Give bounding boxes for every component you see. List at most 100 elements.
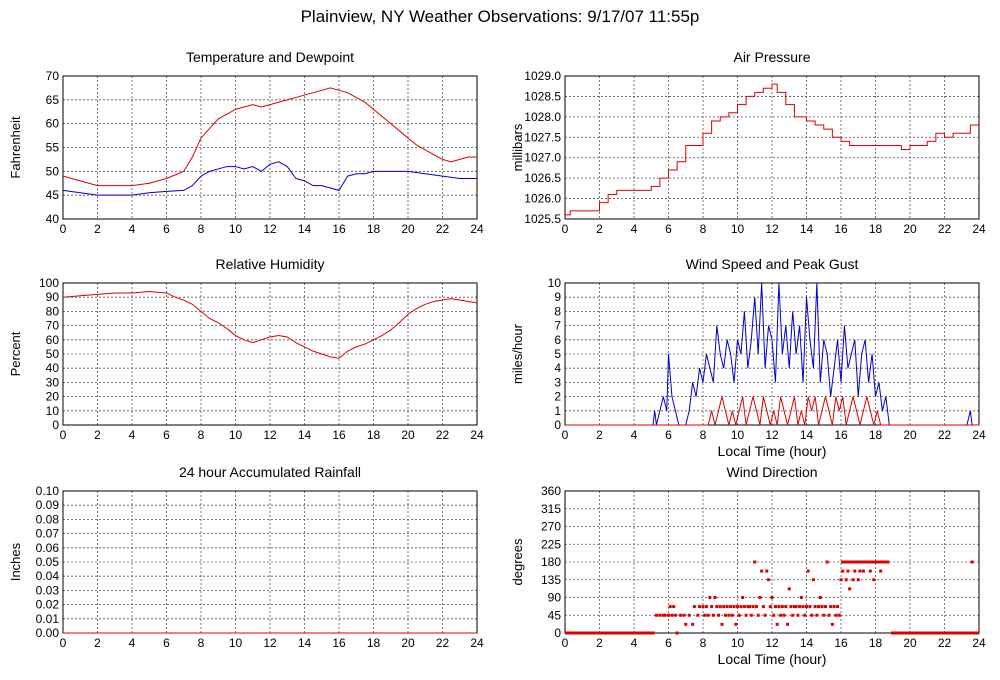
- direction-series-0-point: [663, 613, 667, 617]
- direction-series-0-point: [679, 613, 683, 617]
- direction-xtick-label: 2: [596, 636, 603, 650]
- direction-series-0-point: [756, 613, 760, 617]
- wind-xtick-label: 12: [765, 428, 779, 442]
- humidity-ytick-label: 20: [46, 390, 60, 404]
- direction-series-0-point: [734, 622, 738, 626]
- rain-ytick-label: 0.01: [36, 612, 60, 626]
- direction-xtick-label: 20: [903, 636, 917, 650]
- direction-series-0-point: [780, 605, 784, 609]
- humidity-ytick-label: 50: [46, 347, 60, 361]
- pressure-ytick-label: 1026.5: [524, 171, 561, 185]
- pressure-series-0-line: [565, 83, 979, 216]
- direction-series-0-point: [775, 622, 779, 626]
- direction-xtick-label: 10: [731, 636, 745, 650]
- direction-series-0-point: [836, 605, 840, 609]
- direction-series-0-point: [851, 578, 855, 582]
- rain-ytick-label: 0.10: [36, 484, 60, 498]
- direction-series-0-point: [746, 605, 750, 609]
- wind-ytick-label: 1: [554, 404, 561, 418]
- humidity-xtick-label: 24: [470, 428, 484, 442]
- direction-xtick-label: 24: [972, 636, 986, 650]
- wind-ytick-label: 8: [554, 304, 561, 318]
- pressure-xtick-label: 12: [765, 222, 779, 236]
- direction-series-0-point: [765, 569, 769, 573]
- rain-xtick-label: 18: [367, 636, 381, 650]
- temp-ytick-label: 40: [46, 212, 60, 226]
- temp-ytick-label: 50: [46, 164, 60, 178]
- rain-ytick-label: 0.04: [36, 569, 60, 583]
- temp-ytick-label: 60: [46, 117, 60, 131]
- wind-xtick-label: 10: [731, 428, 745, 442]
- direction-ylabel: degrees: [510, 538, 525, 585]
- pressure-ytick-label: 1028.5: [524, 89, 561, 103]
- direction-series-0-point: [837, 613, 841, 617]
- direction-series-0-point: [717, 613, 721, 617]
- pressure-xtick-label: 6: [665, 222, 672, 236]
- wind-xtick-label: 2: [596, 428, 603, 442]
- pressure-xtick-label: 4: [631, 222, 638, 236]
- direction-series-0-point: [741, 596, 745, 599]
- direction-series-0-point: [748, 605, 752, 609]
- direction-series-0-point: [696, 613, 700, 617]
- direction-series-0-point: [789, 605, 793, 609]
- direction-xtick-label: 16: [834, 636, 848, 650]
- direction-series-0-point: [792, 605, 796, 609]
- direction-xtick-label: 18: [869, 636, 883, 650]
- rain-ytick-label: 0.07: [36, 527, 60, 541]
- direction-series-0-point: [684, 622, 688, 626]
- direction-series-0-point: [729, 605, 733, 609]
- humidity-ylabel: Percent: [8, 331, 23, 376]
- direction-series-0-point: [713, 596, 717, 599]
- direction-series-0-point: [886, 560, 890, 564]
- direction-series-0-point: [770, 596, 774, 599]
- wind-title: Wind Speed and Peak Gust: [686, 256, 859, 272]
- direction-series-0-point: [720, 622, 724, 626]
- wind-xtick-label: 18: [869, 428, 883, 442]
- wind-xtick-label: 4: [631, 428, 638, 442]
- direction-series-0-point: [799, 596, 803, 599]
- rain-ytick-label: 0.03: [36, 583, 60, 597]
- wind-ylabel: miles/hour: [510, 323, 525, 384]
- wind-xtick-label: 22: [938, 428, 952, 442]
- pressure-xtick-label: 2: [596, 222, 603, 236]
- wind-ytick-label: 10: [548, 276, 562, 290]
- temp-title: Temperature and Dewpoint: [186, 49, 354, 65]
- humidity-ytick-label: 30: [46, 375, 60, 389]
- pressure-ylabel: millibars: [510, 123, 525, 171]
- temp-xtick-label: 4: [129, 222, 136, 236]
- direction-series-0-point: [794, 605, 798, 609]
- direction-series-0-point: [668, 605, 672, 609]
- direction-series-0-point: [725, 605, 729, 609]
- temp-xtick-label: 10: [229, 222, 243, 236]
- direction-series-0-point: [711, 613, 715, 617]
- rain-xtick-label: 14: [298, 636, 312, 650]
- direction-ytick-label: 45: [548, 608, 562, 622]
- humidity-ytick-label: 60: [46, 333, 60, 347]
- direction-ytick-label: 135: [541, 573, 561, 587]
- direction-series-0-point: [703, 613, 707, 617]
- wind-ytick-label: 9: [554, 290, 561, 304]
- direction-series-0-point: [856, 578, 860, 582]
- wind-frame: [564, 282, 980, 426]
- direction-series-0-point: [806, 569, 810, 573]
- pressure-ytick-label: 1028.0: [524, 110, 561, 124]
- pressure-xtick-label: 8: [700, 222, 707, 236]
- direction-series-0-point: [805, 605, 808, 609]
- direction-series-0-point: [782, 613, 786, 617]
- rain-xtick-label: 16: [332, 636, 346, 650]
- direction-series-0-point: [777, 605, 781, 609]
- temp-ytick-label: 45: [46, 188, 60, 202]
- humidity-ytick-label: 10: [46, 404, 60, 418]
- direction-series-0-point: [682, 613, 686, 617]
- temp-series-1-line: [62, 161, 477, 196]
- direction-series-0-point: [815, 613, 819, 617]
- pressure-xtick-label: 16: [834, 222, 848, 236]
- rain-ytick-label: 0.06: [36, 541, 60, 555]
- rain-xtick-label: 12: [263, 636, 277, 650]
- temp-xtick-label: 2: [94, 222, 101, 236]
- direction-series-0-point: [798, 605, 802, 609]
- direction-series-0-point: [827, 613, 831, 617]
- humidity-ytick-label: 90: [46, 290, 60, 304]
- pressure-ytick-label: 1025.5: [524, 212, 561, 226]
